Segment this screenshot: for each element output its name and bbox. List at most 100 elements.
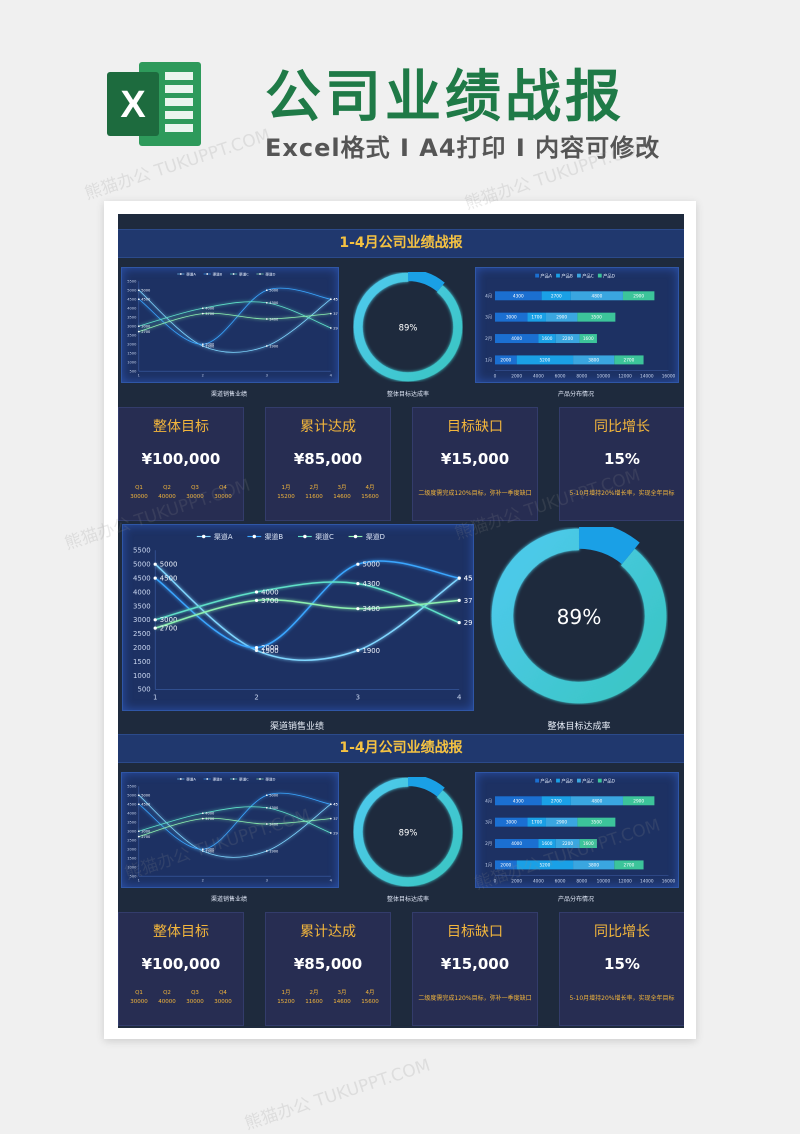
bar-value-label: 1700 (531, 820, 542, 826)
legend-label: 渠道D (265, 776, 275, 781)
data-label: 5000 (141, 288, 151, 292)
data-label: 3000 (160, 616, 178, 624)
bar-segment (495, 312, 528, 322)
kpi-breakdown-label: Q4 (219, 485, 227, 491)
watermark-text: 熊猫办公 TUKUPPT.COM (242, 1055, 433, 1134)
kpi-breakdown-cell: Q2 40000 (153, 484, 181, 502)
kpi-breakdown-value: 14600 (333, 494, 351, 500)
x-tick-label: 2 (254, 694, 258, 702)
bar-value-label: 2700 (623, 862, 634, 868)
x-tick-label: 1 (138, 374, 140, 378)
donut-center-label: 89% (399, 827, 418, 837)
bar-segment (570, 291, 623, 301)
data-label: 1900 (205, 849, 215, 853)
legend-marker (259, 273, 261, 275)
y-tick-label: 2000 (127, 847, 137, 851)
page-subtitle: Excel格式 Ⅰ A4打印 Ⅰ 内容可修改 (265, 134, 661, 162)
data-point (201, 345, 204, 347)
bar-value-label: 5200 (539, 862, 550, 868)
report-band-title: 1-4月公司业绩战报 (118, 734, 684, 763)
data-point (137, 803, 140, 806)
kpi-breakdown-value: 30000 (214, 999, 232, 1005)
y-tick-label: 1500 (127, 351, 137, 355)
x-tick-label: 1 (138, 879, 140, 883)
bar-value-label: 2700 (551, 798, 562, 804)
legend-marker (259, 778, 261, 780)
bar-value-label: 1600 (583, 336, 594, 342)
report-block-bottom: 1-4月公司业绩战报 500 1000 1500 2000 2500 3000 3500 400… (118, 719, 684, 1026)
x-tick-label: 8000 (576, 374, 587, 380)
kpi-breakdown-cell: 2月 11600 (300, 484, 328, 502)
report-band-title: 1-4月公司业绩战报 (118, 229, 684, 258)
kpi-breakdown-value: 15600 (361, 494, 379, 500)
kpi-card: 累计达成 ¥85,000 1月 15200 2月 11600 3月 14600 4月 15600 (265, 912, 391, 1026)
kpi-note: 5-10月增持20%增长率，实现全年目标 (569, 490, 675, 497)
data-label: 5000 (141, 793, 151, 797)
data-label: 5000 (269, 793, 279, 797)
bar-segment (577, 817, 616, 827)
data-point (137, 794, 140, 797)
line-chart-panel: 500 1000 1500 2000 2500 3000 3500 4000 4500 5000 5… (121, 772, 343, 888)
data-label: 4000 (261, 588, 279, 596)
legend-label: 产品B (561, 778, 573, 785)
bar-segment (527, 817, 546, 827)
donut-panel: 89% (350, 269, 466, 385)
bar-value-label: 1600 (583, 841, 594, 847)
legend-label: 产品D (603, 273, 616, 280)
data-label: 1900 (261, 647, 279, 655)
x-tick-label: 0 (494, 374, 497, 380)
data-point (356, 562, 360, 566)
legend-marker (232, 778, 235, 780)
y-tick-label: 500 (137, 686, 150, 694)
data-point (201, 817, 204, 820)
line-chart-caption-large: 渠道销售业绩 (269, 722, 324, 732)
bar-segment (573, 355, 615, 365)
category-label: 2月 (485, 841, 492, 847)
legend-label: 渠道C (239, 776, 249, 781)
kpi-note: 二级度需完成120%目标，弥补一季度缺口 (418, 490, 532, 497)
kpi-breakdown-cell: Q3 30000 (181, 989, 209, 1007)
data-label: 2700 (141, 835, 151, 839)
data-point (137, 830, 140, 833)
kpi-card: 同比增长 15% 5-10月增持20%增长率，实现全年目标 (559, 912, 684, 1026)
y-tick-label: 5500 (133, 547, 151, 555)
legend-marker (232, 273, 235, 275)
line-chart-svg: 500 1000 1500 2000 2500 3000 3500 4000 4500 5000 5… (127, 271, 343, 378)
data-point (265, 806, 268, 809)
kpi-breakdown-cell: 3月 14600 (328, 989, 356, 1007)
line-chart-caption: 渠道销售业绩 (210, 391, 247, 398)
legend-label: 渠道A (186, 271, 196, 276)
data-point (153, 562, 157, 566)
kpi-breakdown-cell: Q3 30000 (181, 484, 209, 502)
series-line (155, 581, 460, 624)
kpi-value: 15% (604, 955, 640, 973)
data-label: 1900 (205, 344, 215, 348)
data-label: 4500 (333, 297, 338, 301)
y-tick-label: 3000 (127, 324, 137, 328)
bar-segment (495, 839, 539, 849)
category-label: 2月 (485, 336, 492, 342)
bar-segment (495, 796, 542, 806)
data-label: 4300 (362, 580, 380, 588)
kpi-breakdown-value: 15200 (277, 494, 295, 500)
data-label: 4500 (464, 575, 473, 583)
data-point (356, 582, 360, 586)
legend-label: 产品D (603, 778, 616, 785)
x-tick-label: 14000 (640, 374, 654, 380)
bar-value-label: 4000 (511, 336, 522, 342)
bar-segment (622, 291, 655, 301)
y-tick-label: 3000 (127, 829, 137, 833)
kpi-breakdown: 1月 15200 2月 11600 3月 14600 4月 15600 (272, 989, 384, 1007)
report-sheet: 1-4月公司业绩战报 500 1000 1500 2000 2500 3000 3500 400… (118, 214, 684, 1028)
data-point (201, 343, 204, 346)
data-label: 3700 (333, 817, 338, 821)
kpi-note: 二级度需完成120%目标，弥补一季度缺口 (418, 995, 532, 1002)
x-tick-label: 2 (202, 374, 204, 378)
data-label: 5000 (269, 288, 279, 292)
data-label: 5000 (362, 561, 380, 569)
data-point (329, 327, 332, 329)
data-point (265, 301, 268, 304)
enlarged-charts: 500 1000 1500 2000 2500 3000 3500 4000 4500 5000 5… (118, 519, 684, 732)
data-point (153, 626, 157, 630)
data-label: 3400 (269, 317, 279, 321)
